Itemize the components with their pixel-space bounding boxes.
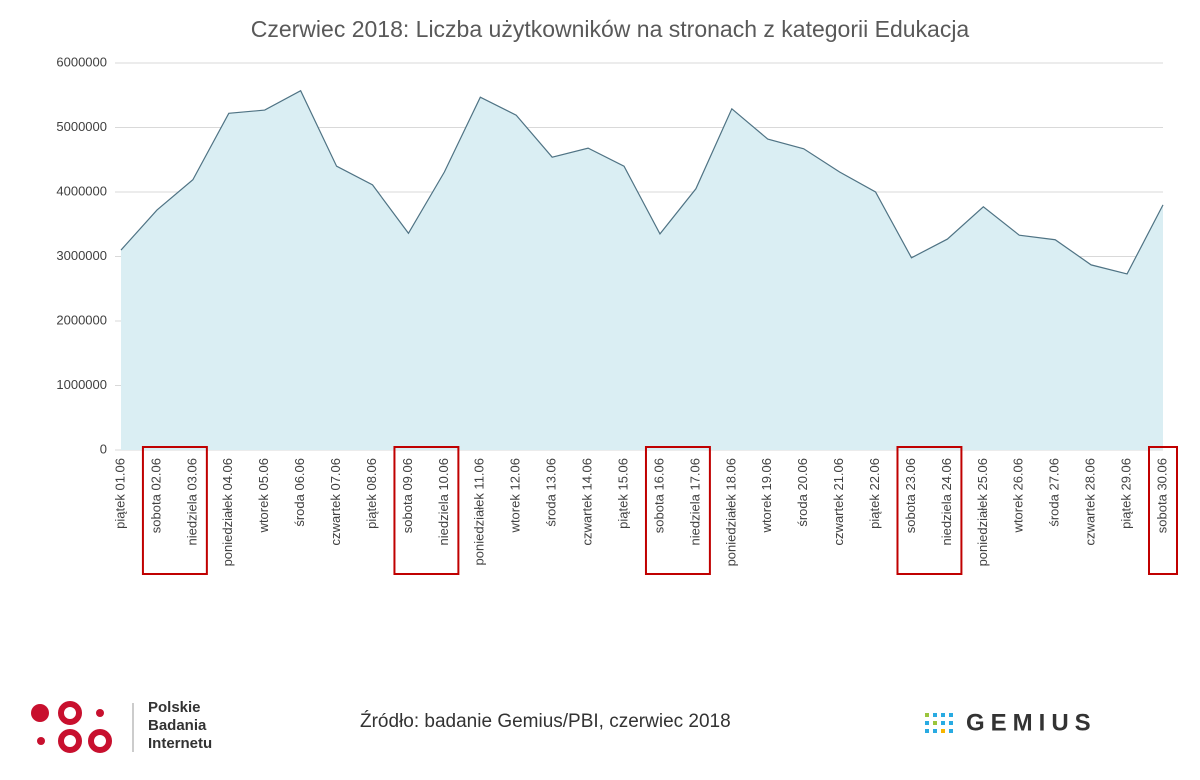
x-tick-label: poniedziałek 11.06: [472, 458, 487, 565]
pbi-text: Internetu: [148, 735, 212, 752]
x-tick-label: środa 13.06: [544, 458, 559, 527]
x-tick-label: poniedziałek 04.06: [220, 458, 235, 566]
x-tick-label: wtorek 05.06: [256, 458, 271, 533]
x-tick-label: poniedziałek 25.06: [975, 458, 990, 566]
x-tick-label: czwartek 14.06: [580, 458, 595, 545]
x-tick-label: sobota 09.06: [400, 458, 415, 533]
x-tick-label: poniedziałek 18.06: [723, 458, 738, 566]
y-tick-label: 4000000: [56, 183, 107, 198]
x-tick-label: niedziela 03.06: [184, 458, 199, 545]
x-tick-label: piątek 29.06: [1119, 458, 1134, 529]
x-tick-label: niedziela 24.06: [939, 458, 954, 545]
x-tick-label: wtorek 12.06: [508, 458, 523, 533]
y-tick-label: 5000000: [56, 119, 107, 134]
pbi-text: Badania: [148, 717, 207, 734]
x-tick-label: sobota 30.06: [1154, 458, 1169, 533]
x-tick-label: środa 27.06: [1047, 458, 1062, 527]
weekend-box: [393, 446, 460, 575]
weekend-box: [644, 446, 711, 575]
gemius-text: GEMIUS: [966, 709, 1097, 736]
source: Źródło: badanie Gemius/PBI, czerwiec 201…: [360, 711, 731, 732]
chart-title: Czerwiec 2018: Liczba użytkowników na st…: [251, 16, 970, 42]
x-tick-label: sobota 02.06: [148, 458, 163, 533]
x-tick-label: sobota 23.06: [903, 458, 918, 533]
gemius-logo: [925, 713, 953, 733]
x-tick-label: czwartek 07.06: [328, 458, 343, 545]
x-tick-label: czwartek 21.06: [831, 458, 846, 545]
area: [121, 90, 1163, 451]
x-tick-label: sobota 16.06: [651, 458, 666, 533]
x-tick-label: niedziela 17.06: [687, 458, 702, 545]
y-tick-label: 6000000: [56, 54, 107, 69]
x-tick-label: wtorek 26.06: [1011, 458, 1026, 533]
y-tick-label: 0: [100, 441, 107, 456]
pbi-logo: [31, 701, 112, 753]
x-tick-label: czwartek 28.06: [1083, 458, 1098, 545]
weekend-box: [1148, 446, 1178, 575]
x-tick-label: piątek 22.06: [867, 458, 882, 529]
x-tick-label: piątek 08.06: [364, 458, 379, 529]
x-tick-label: środa 20.06: [795, 458, 810, 527]
weekend-box: [141, 446, 208, 575]
x-tick-label: środa 06.06: [292, 458, 307, 527]
pbi-text: Polskie: [148, 699, 201, 716]
area-line: [120, 89, 1164, 275]
y-tick-label: 1000000: [56, 377, 107, 392]
y-tick-label: 2000000: [56, 312, 107, 327]
x-tick-label: piątek 01.06: [112, 458, 127, 529]
weekend-box: [896, 446, 963, 575]
x-tick-label: piątek 15.06: [615, 458, 630, 529]
x-tick-label: niedziela 10.06: [436, 458, 451, 545]
x-tick-label: wtorek 19.06: [759, 458, 774, 533]
y-tick-label: 3000000: [56, 248, 107, 263]
